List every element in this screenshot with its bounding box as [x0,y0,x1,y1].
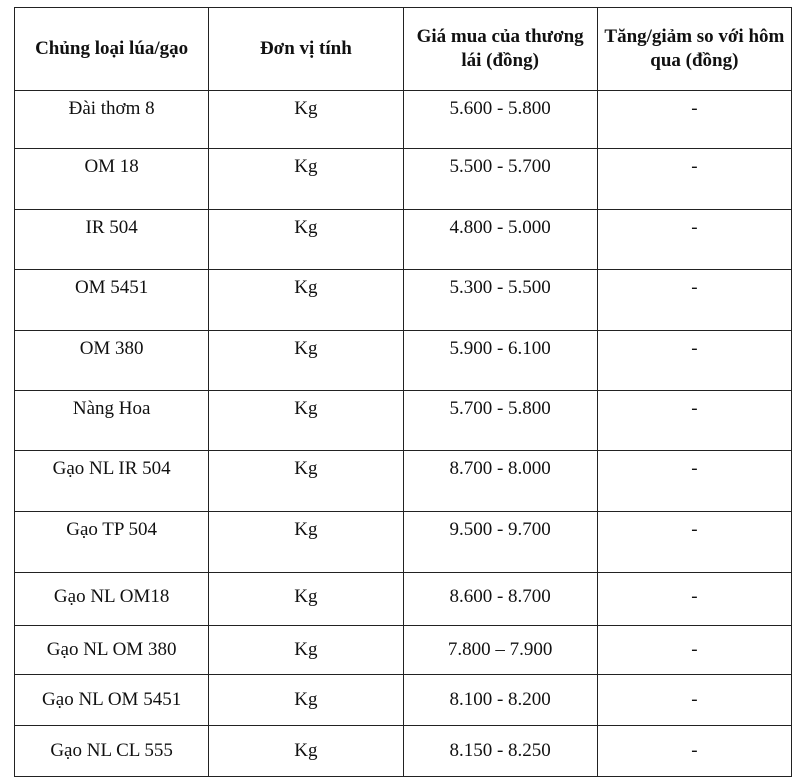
table-row: Gạo NL OM 5451 Kg 8.100 - 8.200- [13,674,793,726]
cell-price: 5.300 - 5.500 [402,269,598,331]
cell-unit: Kg [208,330,404,391]
cell-price: 4.800 - 5.000 [402,209,598,270]
cell-change: - [596,209,793,270]
table-row: Gạo NL IR 504 Kg 8.700 - 8.000- [13,450,793,512]
cell-price: 7.800 – 7.900 [402,625,598,675]
cell-change: - [596,269,793,331]
cell-unit: Kg [208,674,404,726]
cell-price: 8.600 - 8.700 [402,572,598,626]
table-row: Nàng Hoa Kg 5.700 - 5.800- [13,390,793,451]
cell-price: 8.700 - 8.000 [402,450,598,512]
table-row: Đài thơm 8 Kg 5.600 - 5.800- [13,90,793,149]
cell-variety: Nàng Hoa [13,390,210,451]
table-row: IR 504 Kg 4.800 - 5.000- [13,209,793,270]
table-row: OM 5451 Kg 5.300 - 5.500- [13,269,793,331]
table-row: Gạo NL CL 555 Kg 8.150 - 8.250- [13,725,793,777]
cell-unit: Kg [208,148,404,210]
cell-unit: Kg [208,572,404,626]
header-price: Giá mua của thương lái (đồng) [402,7,598,91]
cell-variety: Gạo NL OM 380 [13,625,210,675]
cell-price: 5.900 - 6.100 [402,330,598,391]
cell-variety: OM 5451 [13,269,210,331]
cell-change: - [596,330,793,391]
cell-change: - [596,674,793,726]
header-change: Tăng/giảm so với hôm qua (đồng) [596,7,793,91]
cell-price: 8.100 - 8.200 [402,674,598,726]
table-row: Gạo TP 504 Kg 9.500 - 9.700- [13,511,793,573]
cell-variety: Gạo NL OM18 [13,572,210,626]
cell-variety: OM 18 [13,148,210,210]
table-row: Gạo NL OM 380 Kg 7.800 – 7.900- [13,625,793,675]
cell-price: 5.700 - 5.800 [402,390,598,451]
table-row: OM 18 Kg 5.500 - 5.700- [13,148,793,210]
cell-price: 8.150 - 8.250 [402,725,598,777]
header-variety: Chủng loại lúa/gạo [13,7,210,91]
cell-unit: Kg [208,90,404,149]
cell-change: - [596,148,793,210]
cell-change: - [596,90,793,149]
cell-unit: Kg [208,511,404,573]
cell-price: 5.600 - 5.800 [402,90,598,149]
cell-variety: Gạo NL IR 504 [13,450,210,512]
cell-change: - [596,725,793,777]
cell-price: 5.500 - 5.700 [402,148,598,210]
rice-price-table: Chủng loại lúa/gạo Đơn vị tính Giá mua c… [13,7,793,777]
cell-change: - [596,572,793,626]
cell-variety: Gạo NL OM 5451 [13,674,210,726]
table-row: OM 380 Kg 5.900 - 6.100- [13,330,793,391]
cell-variety: IR 504 [13,209,210,270]
header-row: Chủng loại lúa/gạo Đơn vị tính Giá mua c… [13,7,793,91]
header-unit: Đơn vị tính [208,7,404,91]
cell-unit: Kg [208,390,404,451]
cell-change: - [596,511,793,573]
cell-variety: Gạo NL CL 555 [13,725,210,777]
table-row: Gạo NL OM18 Kg 8.600 - 8.700- [13,572,793,626]
cell-unit: Kg [208,625,404,675]
cell-variety: OM 380 [13,330,210,391]
cell-change: - [596,390,793,451]
cell-unit: Kg [208,450,404,512]
cell-change: - [596,450,793,512]
cell-unit: Kg [208,269,404,331]
cell-variety: Gạo TP 504 [13,511,210,573]
cell-change: - [596,625,793,675]
cell-variety: Đài thơm 8 [13,90,210,149]
cell-unit: Kg [208,725,404,777]
cell-unit: Kg [208,209,404,270]
cell-price: 9.500 - 9.700 [402,511,598,573]
table-body: Đài thơm 8 Kg 5.600 - 5.800- OM 18 Kg 5.500 -… [13,90,793,777]
